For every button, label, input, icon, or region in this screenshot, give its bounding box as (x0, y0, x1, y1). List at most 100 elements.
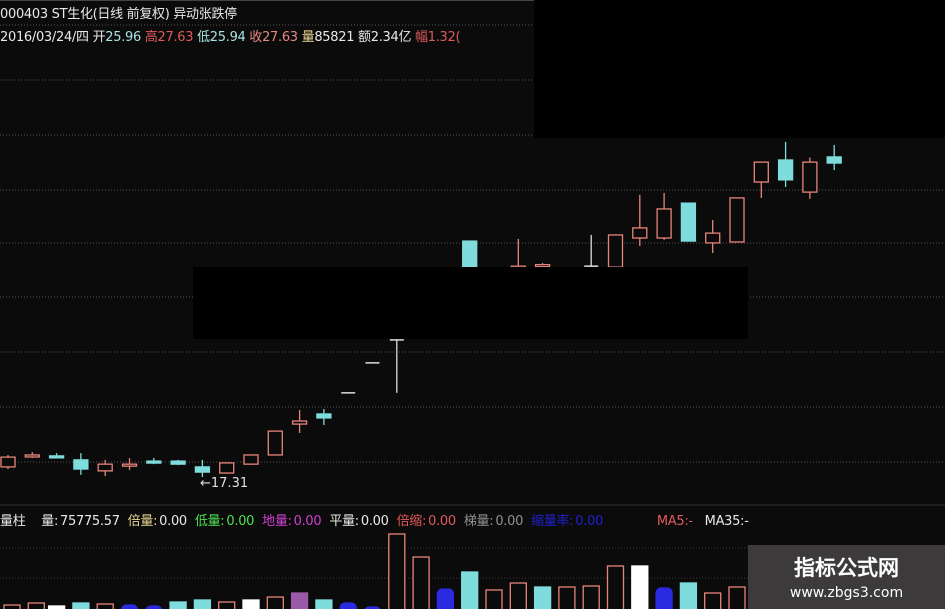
volume-bar (169, 601, 187, 609)
candle-down (680, 202, 697, 242)
low-label: 低 (197, 30, 210, 45)
volume-bar (47, 605, 66, 609)
volume-bar (533, 586, 552, 609)
indicator-name: 量柱 (0, 514, 26, 529)
volume-bar (388, 533, 406, 609)
candle-up (97, 463, 113, 472)
volume-bar (290, 592, 309, 609)
volume-bar (679, 582, 698, 609)
volume-stat-value: 0.00 (159, 514, 187, 529)
volume-bar (145, 605, 163, 609)
window-top-border (0, 0, 945, 1)
volume-stat-value: 0.00 (495, 514, 524, 529)
volume-stat-value: 0.00 (226, 514, 255, 529)
volume-bar (436, 588, 455, 609)
high-value: 27.63 (157, 30, 194, 45)
volume-stat-label: 平量: (329, 514, 359, 529)
volume-stat-label: 低量: (194, 514, 225, 529)
volume-label: 量 (301, 30, 315, 45)
volume-stat-value: 0.00 (575, 514, 604, 529)
volume-bar (339, 602, 357, 609)
volume-stat-label: 缩量率: (531, 514, 574, 529)
volume-value: 85821 (314, 30, 355, 45)
volume-stat-value: 0.00 (293, 514, 322, 529)
amount-label: 额 (358, 30, 371, 45)
ohlc-info-bar: 2016/03/24/四 开25.96 高27.63 低25.94 收27.63… (0, 26, 461, 45)
date: 2016/03/24/四 (0, 30, 89, 45)
volume-bar (509, 582, 527, 609)
volume-bar (120, 604, 139, 609)
chart-title: 000403 ST生化(日线 前复权) 异动张跌停 (0, 3, 237, 22)
candle-down (826, 156, 842, 164)
volume-bar (412, 556, 430, 609)
volume-stat-label: 地量: (262, 514, 292, 529)
candle-down (48, 455, 65, 459)
candle-up (705, 232, 721, 244)
candle-up (121, 463, 138, 467)
volume-indicator-header: 量柱 量: 75775.57 倍量: 0.00 低量: 0.00 地量: 0.00 平量: 0.0… (0, 510, 751, 529)
candle-up (24, 454, 40, 458)
volume-bar (193, 599, 212, 609)
volume-bar (485, 589, 503, 609)
close-label: 收 (249, 30, 263, 45)
volume-bar (3, 604, 21, 609)
volume-bar (704, 592, 722, 609)
volume-bar (242, 599, 260, 609)
ma35-label: MA35:- (704, 514, 749, 529)
candle-up (802, 161, 818, 193)
volume-bar (582, 585, 600, 609)
redaction-block-top (534, 0, 945, 138)
candle-up (607, 234, 624, 268)
close-value: 27.63 (262, 30, 298, 45)
candle-down (462, 240, 478, 268)
candle-down (777, 159, 794, 181)
watermark: 指标公式网 www.zbgs3.com (748, 545, 945, 609)
candle-down (146, 460, 162, 464)
volume-bar (218, 601, 236, 609)
redaction-block-middle (193, 267, 748, 339)
candle-down (316, 413, 332, 419)
range-value: 1.32( (427, 30, 461, 45)
volume-bar (655, 587, 673, 609)
amount-value: 2.34亿 (370, 30, 412, 45)
volume-bar (266, 596, 284, 609)
candle-down (170, 460, 186, 465)
candle-up (0, 456, 16, 468)
volume-stat-value: 75775.57 (60, 514, 120, 529)
volume-stat-label: 倍量: (127, 514, 158, 529)
volume-bar (96, 603, 114, 609)
open-label: 开 (92, 30, 106, 45)
volume-bar (461, 571, 479, 609)
candle-up (729, 197, 745, 243)
volume-bar (631, 565, 649, 609)
high-label: 高 (144, 30, 158, 45)
candle-up (632, 227, 648, 239)
volume-stat-label: 倍缩: (396, 514, 427, 529)
volume-bar (72, 602, 90, 609)
open-value: 25.96 (105, 30, 141, 45)
candle-up (291, 420, 308, 425)
volume-stat-label: 量: (41, 514, 59, 529)
volume-stat-value: 0.00 (428, 514, 456, 529)
candle-up (219, 462, 235, 474)
low-price-marker: ←17.31 (200, 476, 248, 491)
candle-up (267, 430, 283, 456)
volume-bar (606, 565, 625, 609)
range-label: 幅 (415, 30, 428, 45)
candle-down (194, 466, 211, 473)
candle-up (753, 161, 769, 183)
candle-up (243, 454, 259, 465)
candle-up (534, 263, 551, 268)
volume-bar (27, 602, 45, 609)
low-value: 25.94 (209, 30, 246, 45)
watermark-title: 指标公式网 (794, 556, 899, 580)
volume-bar (558, 586, 576, 609)
ma5-label: MA5:- (656, 514, 693, 529)
volume-bar (315, 599, 333, 609)
candle-up (656, 208, 672, 239)
volume-stat-value: 0.00 (360, 514, 389, 529)
stock-title: 000403 ST生化(日线 前复权) 异动张跌停 (0, 7, 237, 22)
watermark-url: www.zbgs3.com (789, 585, 904, 601)
volume-stat-label: 梯量: (463, 514, 494, 529)
candle-down (73, 459, 89, 470)
